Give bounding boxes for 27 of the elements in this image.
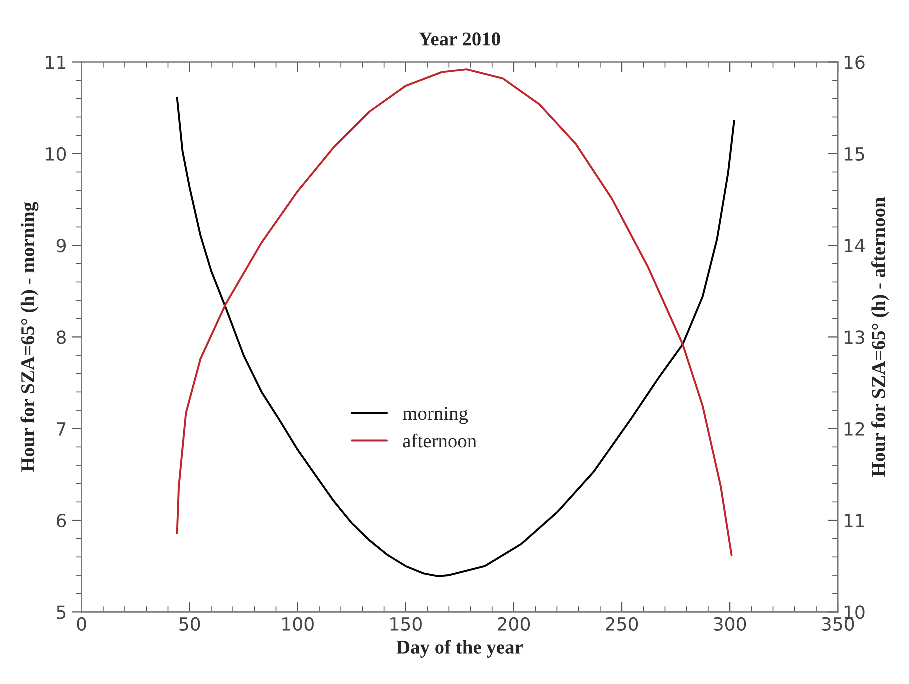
y2-tick-label: 12	[844, 422, 864, 436]
legend-label: afternoon	[403, 434, 477, 448]
y-tick-label: 6	[57, 514, 66, 528]
y-tick-label: 10	[46, 147, 66, 162]
x-tick-label: 50	[180, 617, 200, 632]
x-tick-label: 250	[606, 617, 638, 632]
y-tick-label: 11	[46, 56, 66, 70]
y-tick-label: 9	[56, 239, 66, 253]
y-tick-label: 7	[57, 422, 66, 436]
y-tick-label: 8	[56, 330, 66, 344]
legend-label: morning	[403, 407, 468, 424]
y-axis-title: Hour for SZA=65° (h) - morning	[20, 202, 39, 472]
x-axis-title: Day of the year	[396, 640, 523, 658]
y2-axis-title: Hour for SZA=65° (h) - afternoon	[871, 197, 890, 477]
y-tick-label: 5	[57, 606, 66, 620]
x-tick-label: 100	[282, 617, 314, 632]
y2-tick-label: 15	[844, 148, 864, 162]
y2-tick-label: 14	[844, 239, 865, 252]
x-tick-label: 300	[714, 617, 746, 632]
y2-tick-label: 13	[844, 330, 864, 344]
x-tick-label: 350	[822, 617, 854, 632]
x-tick-label: 0	[77, 617, 86, 632]
x-tick-label: 150	[390, 617, 422, 632]
chart-title: Year 2010	[419, 32, 500, 46]
x-tick-label: 200	[498, 617, 530, 632]
y2-tick-label: 11	[844, 514, 864, 528]
y2-tick-label: 16	[844, 56, 865, 70]
